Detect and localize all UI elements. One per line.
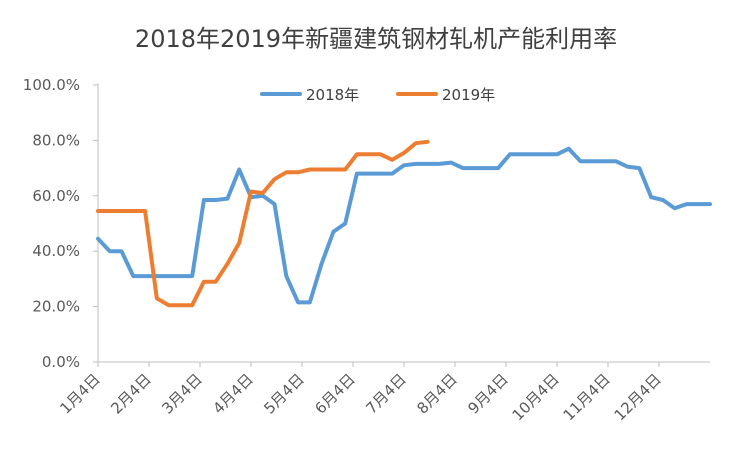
x-tick-label: 12月4日 [611, 370, 665, 424]
x-axis-ticks: 1月4日 2月4日 3月4日 4月4日 5月4日 6月4日 7月4日 8月4日 9月4日10月4… [56, 362, 665, 424]
y-tick-label: 100.0% [23, 76, 80, 94]
y-tick-label: 40.0% [32, 242, 80, 260]
x-tick-label: 10月4日 [509, 370, 563, 424]
x-tick-label: 4月4日 [209, 370, 256, 417]
x-tick-label: 2月4日 [107, 370, 154, 417]
legend-label-1: 2018年 [306, 86, 359, 104]
series-line-2 [96, 139, 430, 308]
x-tick-label: 3月4日 [158, 370, 205, 417]
axes [97, 83, 710, 363]
chart-title: 2018年2019年新疆建筑钢材轧机产能利用率 [135, 25, 617, 53]
x-tick-label: 6月4日 [311, 370, 358, 417]
x-tick-label: 5月4日 [260, 370, 307, 417]
y-tick-label: 0.0% [42, 353, 80, 371]
y-axis-ticks: 0.0% 20.0% 40.0% 60.0% 80.0% 100.0% [23, 76, 98, 371]
y-tick-label: 80.0% [32, 131, 80, 149]
x-tick-label: 11月4日 [560, 370, 614, 424]
y-tick-label: 60.0% [32, 187, 80, 205]
legend-label-2: 2019年 [442, 86, 495, 104]
x-tick-label: 8月4日 [413, 370, 460, 417]
y-tick-label: 20.0% [32, 298, 80, 316]
series-lines [96, 139, 712, 308]
series-line-1 [96, 146, 712, 305]
x-tick-label: 7月4日 [362, 370, 409, 417]
x-tick-label: 9月4日 [464, 370, 511, 417]
legend: 2018年 2019年 [260, 86, 495, 104]
x-tick-label: 1月4日 [56, 370, 103, 417]
